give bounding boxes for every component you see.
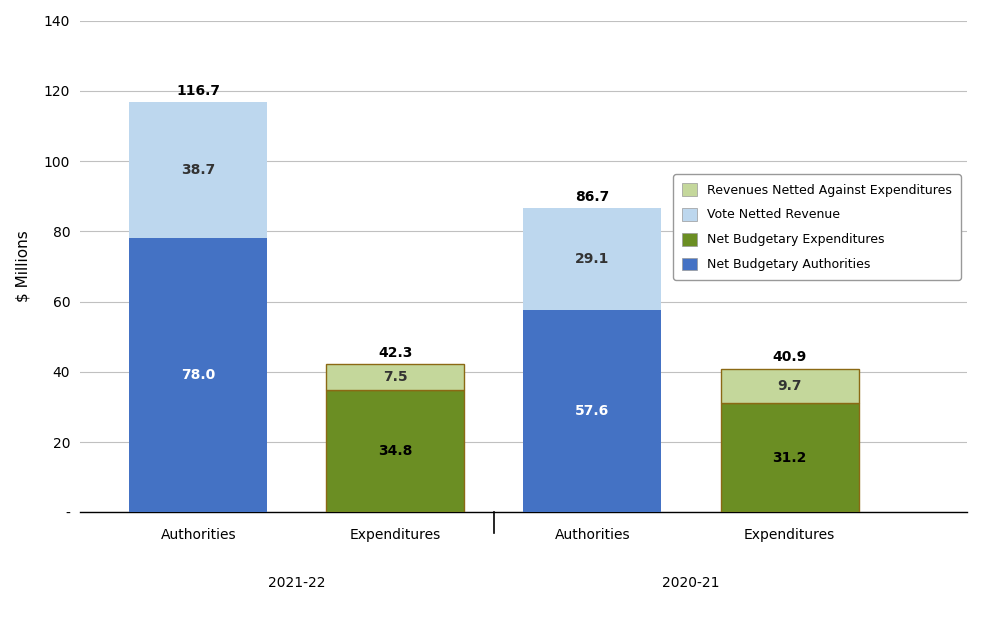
Legend: Revenues Netted Against Expenditures, Vote Netted Revenue, Net Budgetary Expendi: Revenues Netted Against Expenditures, Vo… <box>674 174 960 280</box>
Text: 116.7: 116.7 <box>176 84 220 98</box>
Bar <box>523 208 662 310</box>
Text: 86.7: 86.7 <box>575 190 610 204</box>
Bar <box>130 238 267 512</box>
Text: 2020-21: 2020-21 <box>662 576 720 590</box>
Text: 31.2: 31.2 <box>773 450 807 464</box>
Bar <box>523 310 662 512</box>
Text: 42.3: 42.3 <box>378 345 412 359</box>
Bar <box>721 369 858 403</box>
Text: 40.9: 40.9 <box>773 350 807 364</box>
Bar <box>326 364 464 390</box>
Bar <box>326 390 464 512</box>
Bar <box>721 403 858 512</box>
Text: 2021-22: 2021-22 <box>268 576 326 590</box>
Bar <box>130 103 267 238</box>
Text: 34.8: 34.8 <box>378 444 412 458</box>
Text: 38.7: 38.7 <box>181 163 215 177</box>
Text: 78.0: 78.0 <box>181 368 215 382</box>
Text: 29.1: 29.1 <box>575 252 610 266</box>
Text: 9.7: 9.7 <box>778 379 802 393</box>
Y-axis label: $ Millions: $ Millions <box>15 231 30 303</box>
Text: 7.5: 7.5 <box>383 370 408 384</box>
Text: 57.6: 57.6 <box>575 404 610 419</box>
